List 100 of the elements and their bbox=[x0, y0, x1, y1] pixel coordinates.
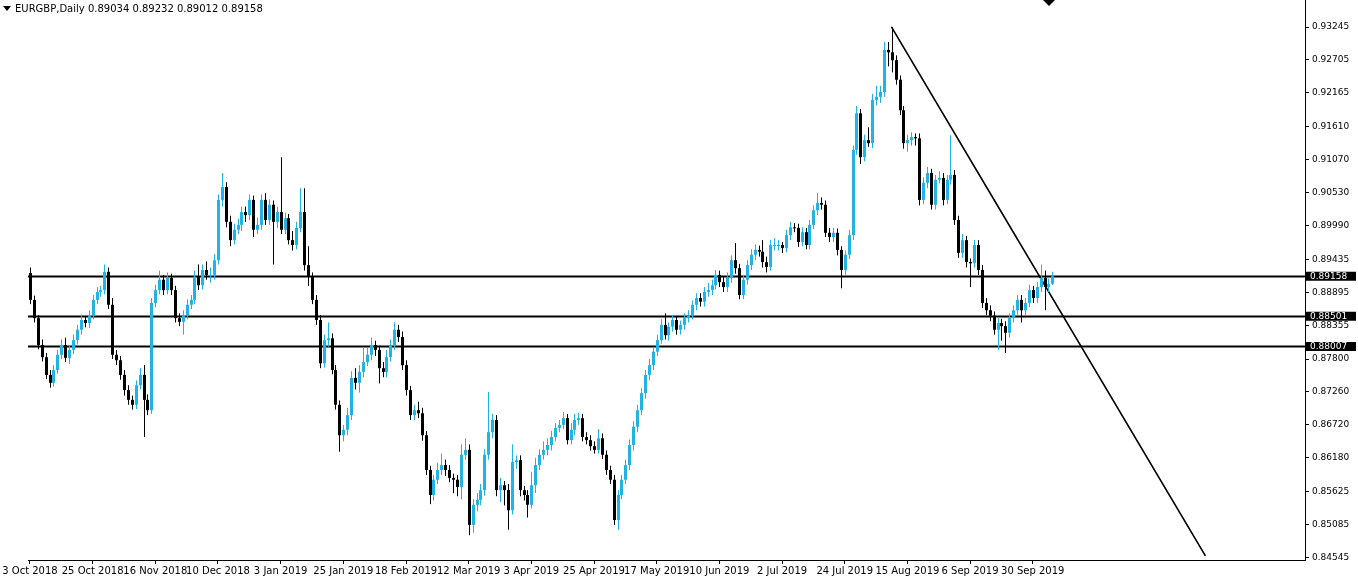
candlestick bbox=[201, 264, 204, 291]
candlestick bbox=[45, 352, 48, 380]
candlestick bbox=[491, 413, 494, 439]
candlestick bbox=[233, 223, 236, 245]
candlestick bbox=[820, 196, 823, 211]
candlestick bbox=[816, 192, 819, 216]
x-tick-label: 18 Feb 2019 bbox=[374, 564, 438, 576]
candlestick bbox=[123, 369, 126, 397]
candlestick bbox=[597, 428, 600, 455]
candlestick bbox=[421, 407, 424, 442]
candlestick bbox=[605, 449, 608, 476]
candlestick bbox=[875, 85, 878, 106]
candlestick bbox=[926, 166, 929, 189]
candlestick bbox=[139, 367, 142, 391]
y-tick-label: 0.87800 bbox=[1312, 353, 1350, 364]
candlestick bbox=[135, 379, 138, 410]
candlestick bbox=[452, 473, 455, 494]
candlestick bbox=[922, 176, 925, 205]
candlestick bbox=[1008, 312, 1011, 339]
candlestick bbox=[366, 347, 369, 367]
candlestick bbox=[836, 228, 839, 256]
candlestick bbox=[472, 498, 475, 534]
candlestick bbox=[609, 465, 612, 485]
candlestick bbox=[789, 221, 792, 241]
candlestick bbox=[746, 259, 749, 286]
y-tick-label: 0.89990 bbox=[1312, 219, 1350, 230]
candlestick bbox=[284, 212, 287, 235]
candlestick bbox=[276, 206, 279, 229]
candlestick bbox=[538, 448, 541, 471]
candlestick bbox=[358, 364, 361, 394]
candlestick bbox=[554, 422, 557, 442]
candlestick bbox=[166, 271, 169, 295]
x-tick-label: 25 Jan 2019 bbox=[313, 564, 374, 576]
candlestick bbox=[393, 321, 396, 351]
candlestick bbox=[785, 229, 788, 253]
y-tick-label: 0.86720 bbox=[1312, 419, 1350, 430]
candlestick bbox=[432, 474, 435, 501]
candlestick bbox=[72, 334, 75, 355]
candlestick bbox=[942, 172, 945, 206]
candlestick bbox=[961, 233, 964, 259]
candlestick bbox=[127, 384, 130, 406]
candlestick bbox=[272, 199, 275, 266]
candlestick bbox=[240, 206, 243, 232]
candlestick bbox=[965, 235, 968, 269]
candlestick bbox=[389, 339, 392, 362]
candlestick bbox=[440, 453, 443, 476]
candlestick bbox=[280, 156, 283, 235]
candlestick bbox=[119, 355, 122, 381]
candlestick bbox=[299, 187, 302, 233]
candlestick bbox=[797, 223, 800, 248]
candlestick bbox=[158, 270, 161, 295]
candlestick bbox=[213, 253, 216, 281]
candlestick bbox=[628, 439, 631, 471]
x-tick-label: 24 Jul 2019 bbox=[816, 564, 874, 576]
candlestick bbox=[726, 271, 729, 293]
candlestick bbox=[1028, 284, 1031, 308]
candlestick bbox=[550, 430, 553, 451]
candlestick bbox=[436, 462, 439, 485]
y-tick-label: 0.92705 bbox=[1312, 54, 1350, 65]
candlestick bbox=[640, 387, 643, 416]
candlestick bbox=[636, 404, 639, 433]
ref-line-label: 0.88007 bbox=[1310, 340, 1348, 351]
candlestick bbox=[542, 440, 545, 461]
y-tick-label: 0.86180 bbox=[1312, 452, 1350, 463]
candlestick bbox=[534, 457, 537, 494]
y-tick-label: 0.91610 bbox=[1312, 121, 1350, 132]
x-tick-label: 12 Mar 2019 bbox=[436, 564, 501, 576]
candlestick bbox=[691, 299, 694, 320]
candlestick bbox=[656, 334, 659, 357]
candlestick bbox=[354, 367, 357, 391]
ref-line-label: 0.89158 bbox=[1310, 270, 1348, 281]
y-tick-label: 0.84545 bbox=[1312, 551, 1350, 562]
candlestick bbox=[92, 294, 95, 320]
candlestick bbox=[867, 126, 870, 148]
x-tick-label: 15 Aug 2019 bbox=[875, 564, 940, 576]
candlestick bbox=[464, 437, 467, 461]
x-tick-label: 25 Oct 2018 bbox=[61, 564, 124, 576]
candlestick bbox=[154, 284, 157, 308]
x-tick-label: 10 Dec 2018 bbox=[186, 564, 250, 576]
y-tick-label: 0.85625 bbox=[1312, 485, 1350, 496]
candlestick bbox=[734, 242, 737, 275]
candlestick bbox=[287, 213, 290, 245]
candlestick bbox=[730, 254, 733, 284]
y-tick-label: 0.90530 bbox=[1312, 186, 1350, 197]
ref-line-label: 0.88501 bbox=[1310, 310, 1348, 321]
x-tick-label: 10 Jun 2019 bbox=[689, 564, 750, 576]
candlestick bbox=[667, 321, 670, 342]
candlestick bbox=[327, 321, 330, 348]
candlestick bbox=[648, 358, 651, 381]
candlestick bbox=[346, 407, 349, 436]
candlestick bbox=[601, 432, 604, 460]
candlestick bbox=[362, 346, 365, 378]
candlestick bbox=[801, 226, 804, 247]
candlestick bbox=[68, 344, 71, 365]
candlestick bbox=[848, 229, 851, 260]
candlestick bbox=[76, 324, 79, 345]
candlestick bbox=[769, 239, 772, 272]
chart-title: EURGBP,Daily 0.89034 0.89232 0.89012 0.89158 bbox=[15, 3, 263, 14]
candlestick bbox=[632, 420, 635, 451]
candlestick bbox=[714, 269, 717, 291]
